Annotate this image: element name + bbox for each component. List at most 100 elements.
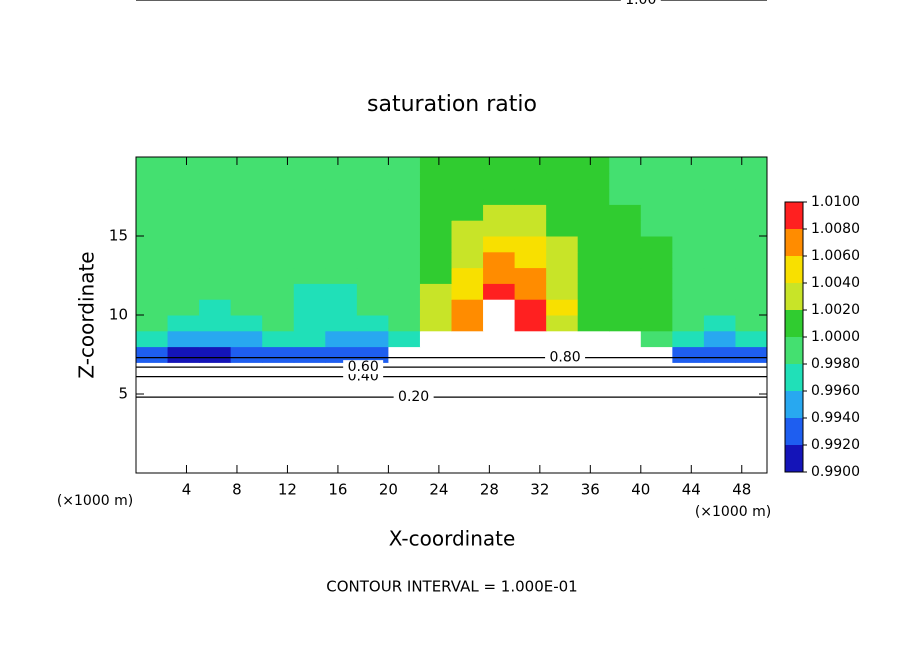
cell: [514, 441, 547, 458]
cell: [546, 315, 579, 332]
cell: [325, 315, 358, 332]
cell: [451, 378, 484, 395]
cell: [451, 457, 484, 474]
cell: [419, 172, 452, 190]
cell: [388, 299, 421, 316]
cell: [640, 157, 673, 174]
cell: [262, 283, 295, 300]
cell: [703, 299, 736, 316]
cell: [293, 394, 326, 411]
cell: [230, 157, 263, 174]
cell: [419, 425, 452, 442]
cell: [640, 220, 673, 237]
cell: [546, 330, 579, 348]
cell: [388, 157, 421, 174]
cell: [672, 267, 705, 284]
cell: [703, 236, 736, 253]
cell: [672, 236, 705, 253]
cell: [262, 409, 295, 427]
cell: [703, 457, 736, 474]
cell: [199, 330, 232, 348]
cell: [640, 267, 673, 284]
cell: [388, 251, 421, 269]
cell: [325, 236, 358, 253]
cell: [199, 346, 232, 363]
cell: [230, 394, 263, 411]
cell: [546, 172, 579, 190]
cell: [609, 457, 642, 474]
cell: [388, 283, 421, 300]
cell: [136, 251, 169, 269]
cell: [136, 362, 169, 379]
colorbar-bin: [785, 202, 803, 229]
cell: [167, 188, 200, 205]
cell: [483, 251, 516, 269]
cell: [136, 457, 169, 474]
x-unit-left: (×1000 m): [57, 493, 133, 509]
x-tick-label: 4: [182, 481, 192, 499]
cell: [451, 236, 484, 253]
cell: [609, 409, 642, 427]
cell: [356, 457, 389, 474]
cell: [419, 315, 452, 332]
cell: [230, 330, 263, 348]
x-tick-label: 28: [480, 481, 499, 499]
cell: [199, 267, 232, 284]
cell: [483, 157, 516, 174]
cell: [325, 425, 358, 442]
x-tick-label: 12: [278, 481, 297, 499]
cell: [167, 378, 200, 395]
cell: [735, 299, 768, 316]
cell: [609, 441, 642, 458]
y-tick-label: 15: [109, 227, 128, 245]
cell: [262, 251, 295, 269]
cell: [703, 425, 736, 442]
cell: [262, 204, 295, 221]
cell: [609, 236, 642, 253]
cell: [199, 188, 232, 205]
cell: [356, 220, 389, 237]
cell: [514, 236, 547, 253]
cell: [577, 362, 610, 379]
cell: [640, 330, 673, 348]
cell: [293, 251, 326, 269]
cell: [609, 267, 642, 284]
cell: [356, 394, 389, 411]
colorbar-bin: [785, 337, 803, 364]
cell: [609, 172, 642, 190]
cell: [356, 330, 389, 348]
cell: [199, 394, 232, 411]
cell: [136, 172, 169, 190]
cell: [546, 441, 579, 458]
x-unit-right: (×1000 m): [695, 504, 771, 520]
x-tick-label: 32: [530, 481, 549, 499]
cell: [703, 267, 736, 284]
cell: [640, 315, 673, 332]
cell: [388, 188, 421, 205]
cell: [136, 378, 169, 395]
cell: [640, 188, 673, 205]
cell: [356, 441, 389, 458]
cell: [262, 457, 295, 474]
contour-label-bg: [343, 360, 384, 375]
cell: [262, 378, 295, 395]
cell: [356, 299, 389, 316]
cell: [230, 346, 263, 363]
cell: [136, 236, 169, 253]
cell: [577, 409, 610, 427]
cell: [136, 283, 169, 300]
cell: [230, 299, 263, 316]
cell: [230, 267, 263, 284]
cell: [136, 330, 169, 348]
cell: [577, 425, 610, 442]
cell: [451, 394, 484, 411]
cell: [136, 220, 169, 237]
cell: [735, 315, 768, 332]
cell: [609, 251, 642, 269]
cell: [672, 204, 705, 221]
cell: [325, 204, 358, 221]
cell: [451, 204, 484, 221]
cell: [514, 330, 547, 348]
cell: [419, 283, 452, 300]
cell: [514, 315, 547, 332]
